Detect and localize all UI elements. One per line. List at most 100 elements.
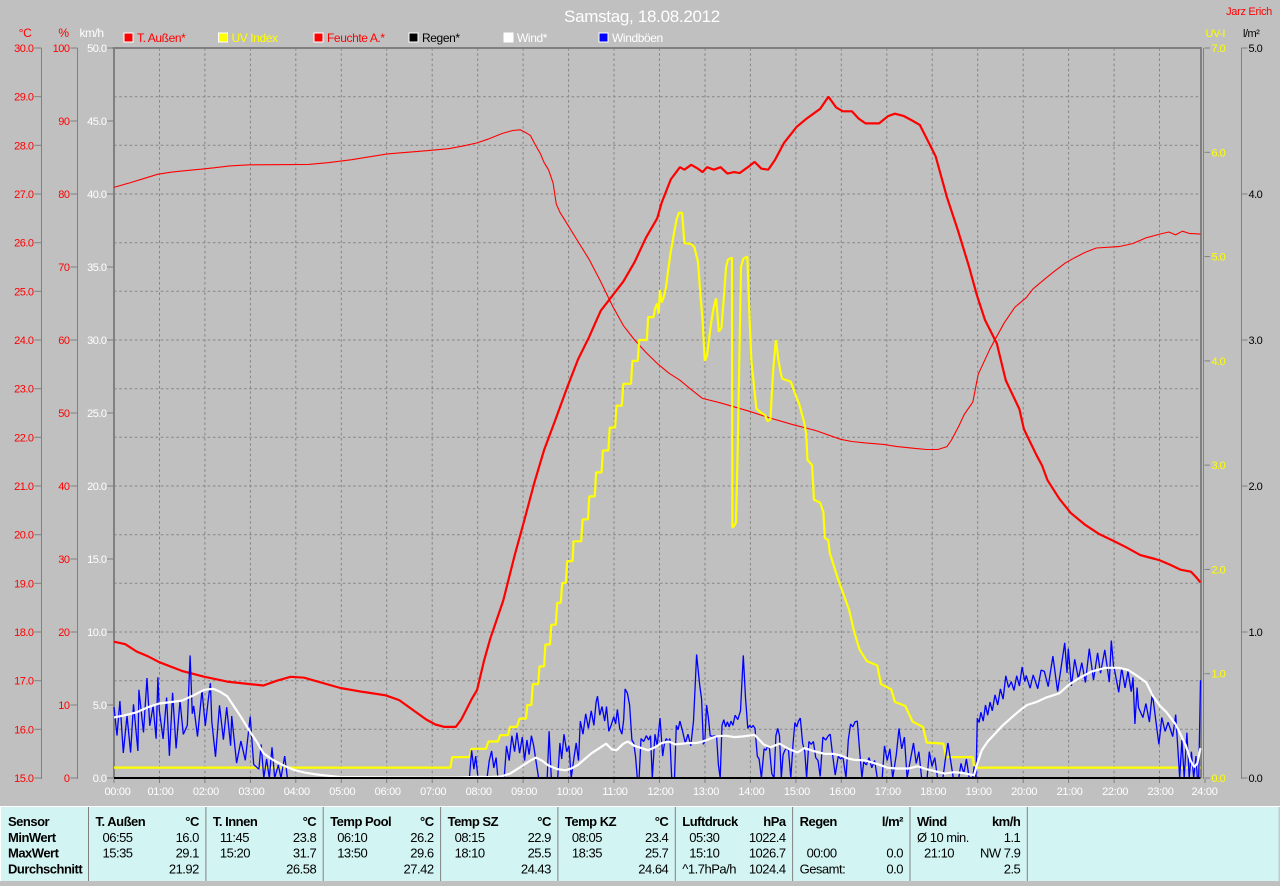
svg-text:^1.7hPa/h: ^1.7hPa/h [682, 861, 736, 876]
svg-text:15:10: 15:10 [689, 846, 719, 861]
svg-text:70: 70 [58, 262, 70, 274]
svg-text:15:20: 15:20 [220, 846, 250, 861]
svg-text:05:00: 05:00 [329, 786, 355, 798]
svg-text:14:00: 14:00 [738, 786, 764, 798]
svg-text:Luftdruck: Luftdruck [682, 814, 739, 829]
svg-text:5.0: 5.0 [93, 700, 107, 712]
svg-text:10:00: 10:00 [557, 786, 583, 798]
svg-text:Samstag, 18.08.2012: Samstag, 18.08.2012 [564, 7, 720, 26]
svg-text:24:00: 24:00 [1191, 786, 1217, 798]
svg-text:1026.7: 1026.7 [749, 846, 786, 861]
svg-text:1.0: 1.0 [1249, 627, 1263, 639]
svg-text:22.9: 22.9 [528, 830, 552, 845]
svg-text:21.0: 21.0 [14, 481, 34, 493]
svg-text:Wind*: Wind* [517, 31, 548, 45]
svg-text:°C: °C [655, 814, 670, 829]
svg-text:Wind: Wind [917, 814, 947, 829]
svg-text:08:05: 08:05 [572, 830, 602, 845]
svg-text:km/h: km/h [992, 814, 1021, 829]
svg-text:03:00: 03:00 [238, 786, 264, 798]
svg-text:50: 50 [58, 408, 70, 420]
svg-text:10.0: 10.0 [87, 627, 107, 639]
svg-text:UV-I: UV-I [1206, 28, 1226, 40]
svg-text:45.0: 45.0 [87, 116, 107, 128]
svg-text:30.0: 30.0 [87, 335, 107, 347]
svg-text:21:00: 21:00 [1057, 786, 1083, 798]
svg-text:16.0: 16.0 [14, 724, 34, 736]
svg-text:hPa: hPa [763, 814, 787, 829]
svg-text:23.4: 23.4 [645, 830, 669, 845]
svg-text:11:00: 11:00 [602, 786, 627, 798]
svg-text:07:00: 07:00 [420, 786, 446, 798]
svg-text:°C: °C [303, 814, 318, 829]
svg-text:l/m²: l/m² [882, 814, 904, 829]
svg-text:18:10: 18:10 [455, 846, 485, 861]
svg-text:5.0: 5.0 [1212, 252, 1226, 264]
svg-text:0: 0 [64, 773, 70, 785]
svg-text:1.0: 1.0 [1212, 669, 1226, 681]
svg-text:km/h: km/h [79, 26, 103, 40]
svg-text:Regen*: Regen* [422, 31, 460, 45]
svg-text:4.0: 4.0 [1249, 189, 1263, 201]
svg-text:31.7: 31.7 [293, 846, 317, 861]
svg-text:30.0: 30.0 [14, 43, 34, 55]
svg-text:25.0: 25.0 [87, 408, 107, 420]
svg-text:23:00: 23:00 [1147, 786, 1173, 798]
svg-text:13:00: 13:00 [693, 786, 719, 798]
svg-text:40.0: 40.0 [87, 189, 107, 201]
svg-text:UV Index: UV Index [232, 31, 279, 45]
svg-text:Sensor: Sensor [8, 814, 50, 829]
svg-text:29.1: 29.1 [176, 846, 200, 861]
svg-text:25.5: 25.5 [528, 846, 552, 861]
svg-text:06:55: 06:55 [103, 830, 133, 845]
svg-text:18:35: 18:35 [572, 846, 602, 861]
svg-text:25.7: 25.7 [645, 846, 669, 861]
svg-text:50.0: 50.0 [87, 43, 107, 55]
svg-text:06:00: 06:00 [375, 786, 401, 798]
svg-text:Gesamt:: Gesamt: [800, 861, 846, 876]
svg-text:15.0: 15.0 [14, 773, 34, 785]
svg-text:°C: °C [420, 814, 435, 829]
svg-text:80: 80 [58, 189, 70, 201]
svg-text:%: % [58, 26, 69, 40]
svg-text:35.0: 35.0 [87, 262, 107, 274]
svg-text:2.0: 2.0 [1249, 481, 1263, 493]
svg-text:Temp Pool: Temp Pool [330, 814, 391, 829]
svg-text:16.0: 16.0 [176, 830, 200, 845]
svg-text:7.0: 7.0 [1212, 43, 1226, 55]
svg-text:2.0: 2.0 [1212, 564, 1226, 576]
svg-text:00:00: 00:00 [807, 846, 837, 861]
svg-text:08:00: 08:00 [466, 786, 492, 798]
svg-text:13:50: 13:50 [337, 846, 367, 861]
svg-text:25.0: 25.0 [14, 286, 34, 298]
svg-text:Windböen: Windböen [612, 31, 663, 45]
svg-text:20.0: 20.0 [87, 481, 107, 493]
svg-text:20:00: 20:00 [1011, 786, 1037, 798]
svg-text:1.1: 1.1 [1004, 830, 1021, 845]
svg-text:06:10: 06:10 [337, 830, 367, 845]
svg-text:17.0: 17.0 [14, 676, 34, 688]
svg-text:26.2: 26.2 [410, 830, 434, 845]
svg-text:T. Außen*: T. Außen* [137, 31, 186, 45]
svg-text:T. Außen: T. Außen [96, 814, 146, 829]
svg-text:27.42: 27.42 [404, 861, 434, 876]
svg-text:0.0: 0.0 [1249, 773, 1263, 785]
svg-text:28.0: 28.0 [14, 140, 34, 152]
svg-text:19:00: 19:00 [966, 786, 992, 798]
svg-text:6.0: 6.0 [1212, 147, 1226, 159]
svg-text:27.0: 27.0 [14, 189, 34, 201]
svg-text:23.0: 23.0 [14, 384, 34, 396]
svg-text:21:10: 21:10 [924, 846, 954, 861]
svg-text:23.8: 23.8 [293, 830, 317, 845]
svg-text:11:45: 11:45 [220, 830, 249, 845]
svg-text:21.92: 21.92 [169, 861, 199, 876]
svg-text:0.0: 0.0 [93, 773, 107, 785]
svg-text:l/m²: l/m² [1243, 28, 1260, 40]
svg-text:04:00: 04:00 [284, 786, 310, 798]
svg-text:4.0: 4.0 [1212, 356, 1226, 368]
svg-text:00:00: 00:00 [104, 786, 130, 798]
svg-text:1024.4: 1024.4 [749, 861, 786, 876]
svg-text:40: 40 [58, 481, 70, 493]
svg-text:18:00: 18:00 [920, 786, 946, 798]
svg-text:29.6: 29.6 [410, 846, 434, 861]
